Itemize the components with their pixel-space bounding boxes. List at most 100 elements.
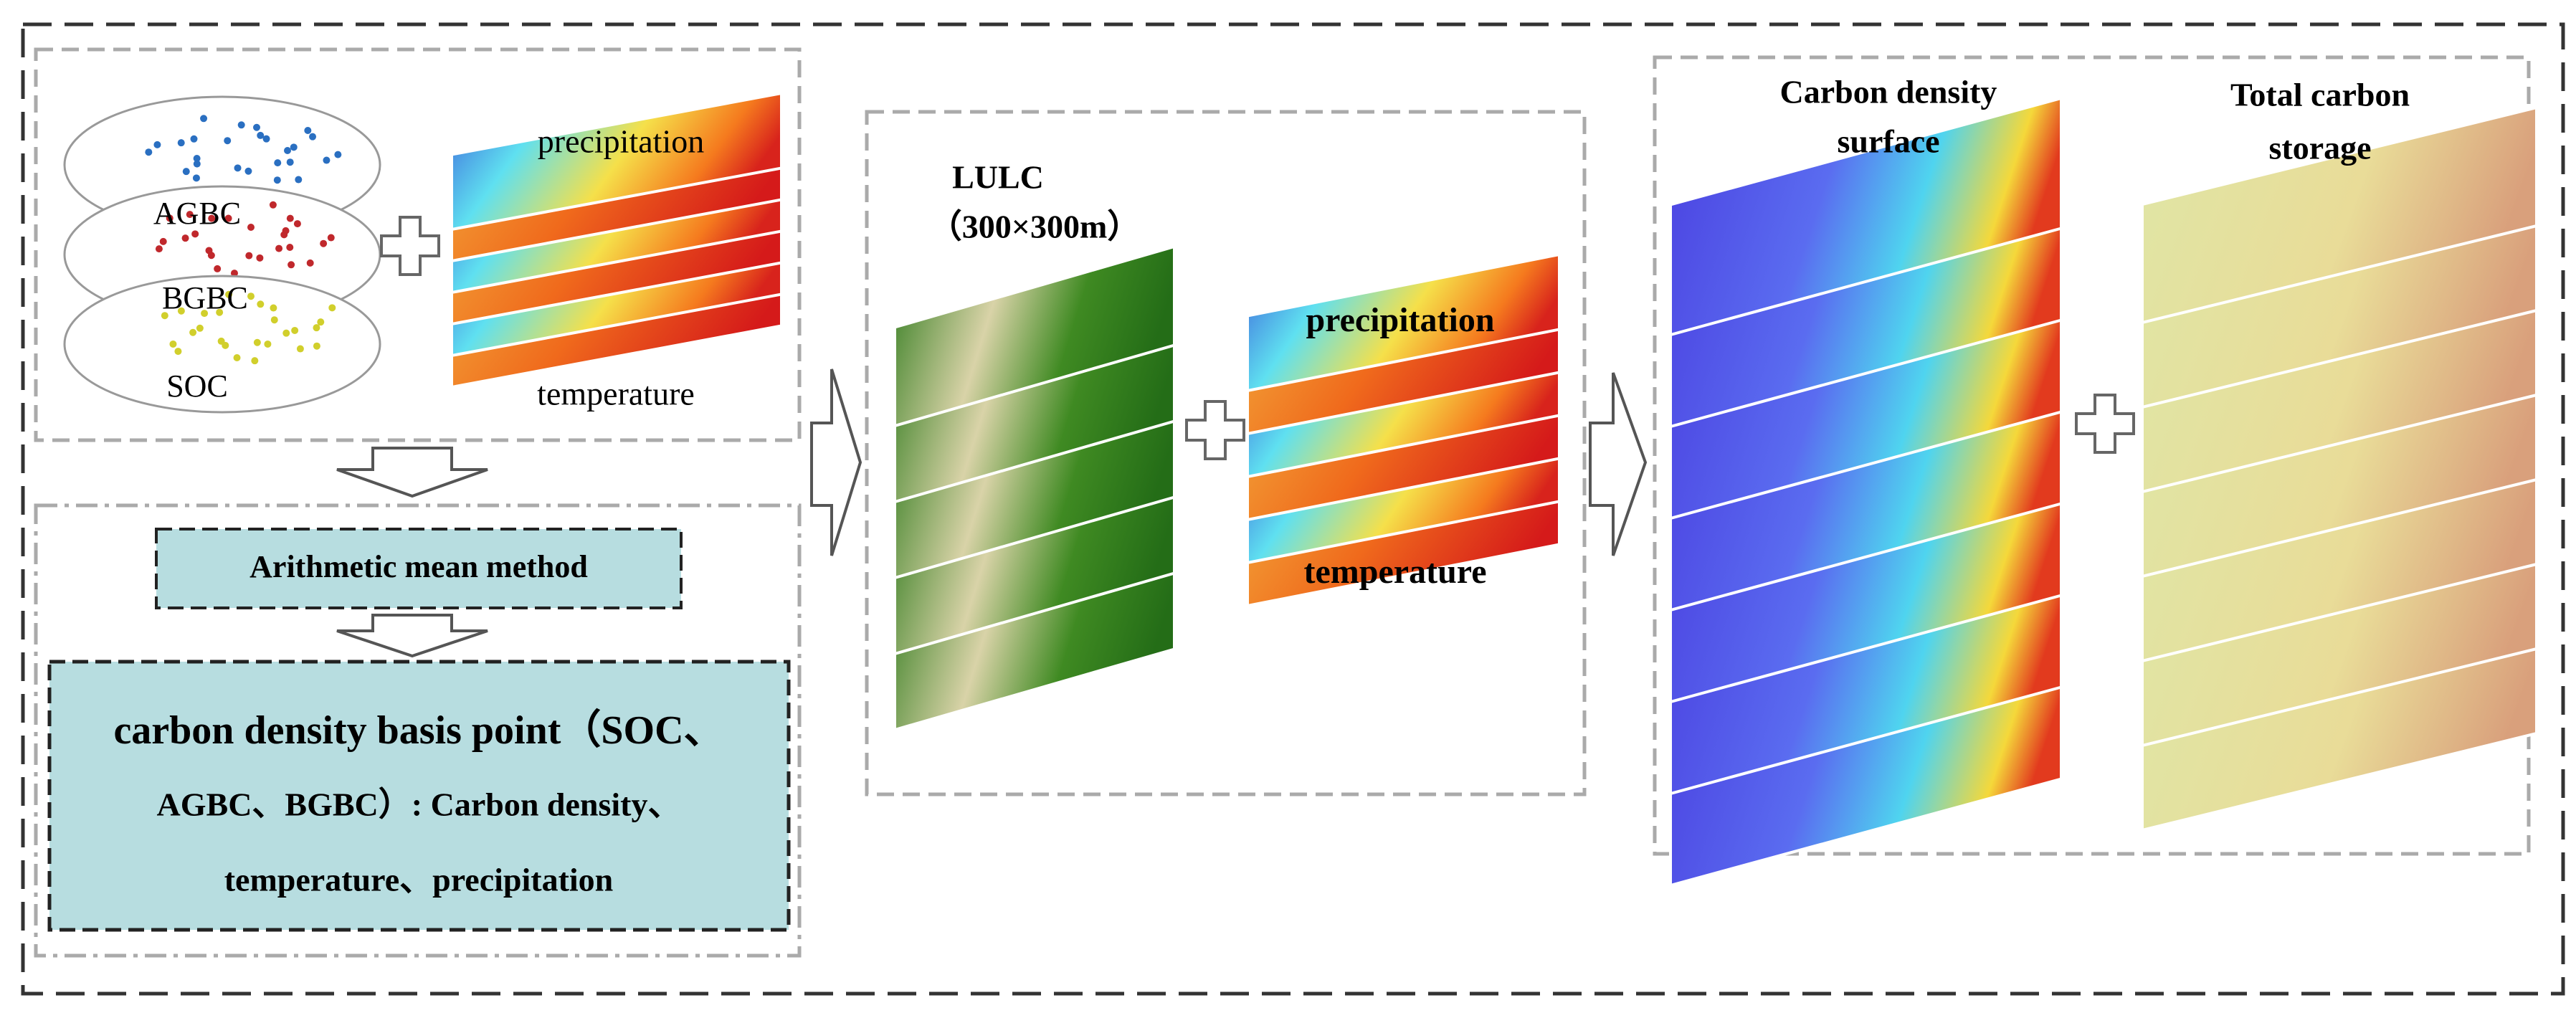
right-arrow <box>810 368 862 556</box>
output-title: Total carbon <box>2230 77 2410 113</box>
sample-point <box>295 176 303 184</box>
sample-point <box>190 135 198 143</box>
basis-line: temperature、precipitation <box>224 862 614 898</box>
climate-label: precipitation <box>1306 301 1494 339</box>
sample-point <box>230 270 238 277</box>
sample-point <box>247 292 255 300</box>
sample-point <box>177 307 185 315</box>
method-box <box>155 528 683 609</box>
climate-layer <box>450 91 783 232</box>
outer-frame <box>21 22 2565 996</box>
sample-point <box>286 214 294 222</box>
down-arrow <box>336 447 488 498</box>
sample-point <box>251 357 259 365</box>
sample-point <box>193 155 201 163</box>
sample-point <box>291 326 299 334</box>
sample-point <box>200 115 208 123</box>
sample-point <box>253 123 261 131</box>
sample-point <box>177 139 185 147</box>
plus-sign <box>1185 400 1245 460</box>
sample-point <box>290 143 298 151</box>
sample-point <box>334 151 342 158</box>
output-title: storage <box>2268 130 2371 166</box>
sample-point <box>153 141 161 148</box>
sample-point <box>174 348 182 356</box>
sample-point <box>269 201 277 209</box>
basis-line: AGBC、BGBC）: Carbon density、 <box>157 786 681 823</box>
sample-point <box>309 133 317 141</box>
sample-point <box>166 214 174 222</box>
sample-point <box>287 261 295 269</box>
sample-point <box>282 329 290 337</box>
sample-point <box>161 312 168 320</box>
sample-point <box>262 135 270 143</box>
climate-layer <box>1246 252 1561 393</box>
sample-point <box>328 304 336 312</box>
plus-sign <box>2075 394 2135 454</box>
sample-point <box>247 224 255 231</box>
lulc-subtitle: （300×300m） <box>929 209 1141 245</box>
climate-label: precipitation <box>538 123 704 160</box>
climate-label: temperature <box>1304 553 1487 591</box>
sample-point <box>225 290 233 298</box>
sample-point <box>304 126 312 134</box>
sample-point <box>327 234 335 242</box>
sample-point <box>270 304 277 312</box>
sample-point <box>320 239 328 247</box>
sample-point <box>193 160 201 168</box>
right-arrow <box>1589 372 1648 556</box>
method-panel <box>34 503 802 958</box>
sample-point <box>270 316 278 324</box>
sample-point <box>244 167 252 175</box>
sample-point <box>313 342 320 350</box>
sample-point <box>313 324 320 332</box>
sample-point <box>317 318 325 326</box>
point-label: BGBC <box>162 280 248 315</box>
sample-point <box>296 345 304 353</box>
sample-point <box>237 121 245 129</box>
sample-point <box>189 328 197 336</box>
sample-point <box>186 211 194 219</box>
inputs-panel <box>34 47 802 442</box>
sample-point <box>192 174 200 182</box>
sample-point <box>264 340 272 348</box>
sample-point <box>207 252 215 260</box>
sample-point <box>253 338 261 346</box>
sample-point <box>257 131 265 139</box>
sample-point <box>155 245 163 253</box>
sample-point <box>222 341 229 349</box>
sample-point <box>234 164 242 172</box>
sample-point <box>293 220 301 228</box>
density-layer <box>1669 96 2063 337</box>
sample-point <box>256 254 264 262</box>
sample-point <box>306 259 314 267</box>
sample-point <box>275 244 283 252</box>
basis-box <box>47 660 791 932</box>
storage-layer <box>2141 105 2538 325</box>
sample-point <box>182 168 190 176</box>
output-title: Carbon density <box>1780 74 1997 110</box>
lulc-layer <box>893 244 1176 428</box>
sample-point <box>201 310 209 318</box>
sample-point <box>257 300 265 308</box>
sample-point <box>323 156 331 164</box>
down-arrow <box>336 614 488 658</box>
sample-point <box>233 353 241 361</box>
method-label: Arithmetic mean method <box>249 549 588 584</box>
sample-point <box>159 237 167 245</box>
basis-line: carbon density basis point（SOC、 <box>113 708 723 753</box>
sample-point <box>169 340 177 348</box>
point-label: AGBC <box>153 196 241 231</box>
output-title: surface <box>1837 123 1939 160</box>
sample-point <box>286 243 294 251</box>
sample-point <box>191 230 199 238</box>
sample-point <box>286 158 294 166</box>
sample-point <box>145 148 153 156</box>
sample-point <box>274 159 282 167</box>
point-label: SOC <box>166 368 228 404</box>
sample-point <box>284 147 291 154</box>
sample-point <box>196 324 204 332</box>
sample-point <box>282 227 290 234</box>
